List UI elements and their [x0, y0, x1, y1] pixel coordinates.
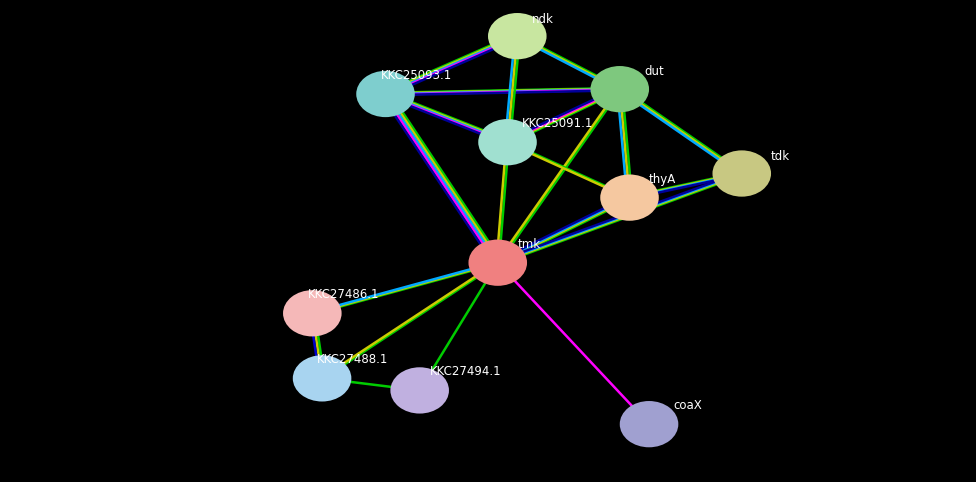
Text: ndk: ndk	[532, 13, 553, 26]
Text: tdk: tdk	[771, 150, 791, 163]
Ellipse shape	[600, 174, 659, 221]
Text: thyA: thyA	[649, 173, 676, 186]
Ellipse shape	[712, 150, 771, 197]
Text: KKC27486.1: KKC27486.1	[307, 288, 379, 301]
Ellipse shape	[468, 240, 527, 286]
Text: dut: dut	[644, 65, 664, 78]
Text: KKC27488.1: KKC27488.1	[317, 353, 388, 366]
Ellipse shape	[356, 71, 415, 117]
Ellipse shape	[283, 290, 342, 336]
Text: KKC27494.1: KKC27494.1	[429, 365, 501, 378]
Ellipse shape	[620, 401, 678, 447]
Text: tmk: tmk	[517, 238, 541, 251]
Text: KKC25091.1: KKC25091.1	[522, 117, 593, 130]
Ellipse shape	[390, 367, 449, 414]
Ellipse shape	[293, 355, 351, 402]
Ellipse shape	[488, 13, 547, 59]
Ellipse shape	[478, 119, 537, 165]
Text: coaX: coaX	[673, 399, 702, 412]
Ellipse shape	[590, 66, 649, 112]
Text: KKC25093.1: KKC25093.1	[381, 69, 452, 82]
